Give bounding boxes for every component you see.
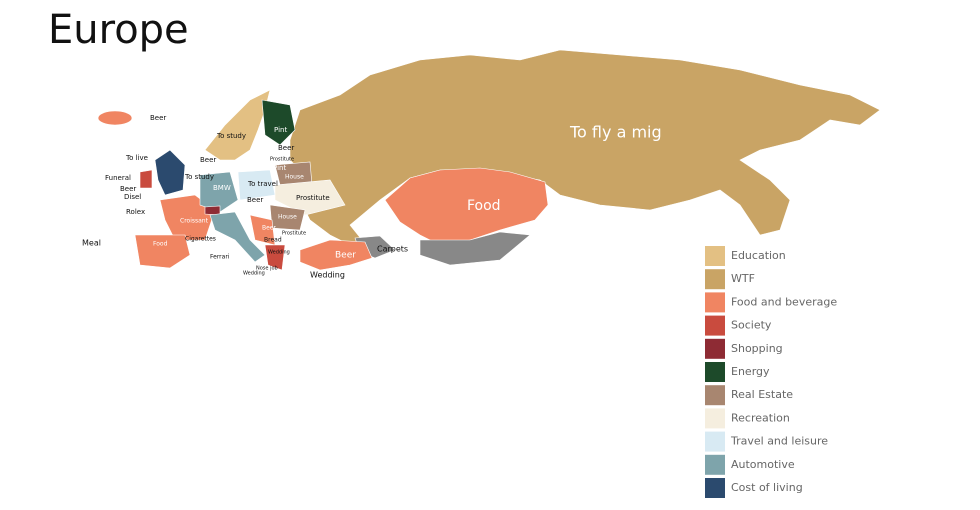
legend-label: Cost of living <box>731 481 803 494</box>
legend-label: Travel and leisure <box>730 435 828 448</box>
turkey <box>299 239 373 271</box>
map-label: Wedding <box>310 271 345 280</box>
map-label: Meal <box>82 239 101 248</box>
map-label: Bread <box>264 237 282 244</box>
map-label: To travel <box>247 180 278 188</box>
ireland <box>139 169 153 189</box>
legend-swatch <box>705 269 725 290</box>
map-label: Wedding <box>268 250 290 256</box>
map-label: Carpets <box>377 245 408 254</box>
map-label: Beer <box>150 114 166 122</box>
legend-swatch <box>705 408 725 429</box>
germany <box>199 171 239 213</box>
map-label: Beer <box>262 225 276 232</box>
map-label: Disel <box>124 193 141 201</box>
map-label: Croissant <box>180 218 209 225</box>
map-label: Prostitute <box>270 157 294 163</box>
legend-swatch <box>705 478 725 498</box>
map-label: BMW <box>213 184 231 192</box>
legend-label: Real Estate <box>731 388 793 401</box>
legend-label: Food and beverage <box>731 295 837 308</box>
map-label: Prostitute <box>282 231 306 237</box>
map-label: Nose job <box>256 266 278 272</box>
legend-label: Automotive <box>731 458 795 471</box>
legend-label: WTF <box>731 272 755 285</box>
legend: Education WTF Food and beverage Society Shop… <box>705 246 837 498</box>
legend-label: Education <box>731 249 786 262</box>
legend-swatch <box>705 246 725 266</box>
finland <box>261 99 296 146</box>
map-label: Pint <box>274 126 287 134</box>
map-label: Beer <box>247 196 263 204</box>
map-label: Food <box>467 198 501 214</box>
uk <box>154 149 186 196</box>
france <box>159 194 216 241</box>
italy <box>209 211 266 263</box>
title: Europe <box>48 7 189 53</box>
legend-swatch <box>705 454 725 475</box>
map-label: Beer <box>200 156 216 164</box>
kazakhstan <box>384 167 549 246</box>
map-label: House <box>285 174 304 181</box>
legend-swatch <box>705 315 725 336</box>
russia <box>289 49 881 251</box>
legend-swatch <box>705 362 725 382</box>
map-label: To live <box>125 154 148 162</box>
legend-label: Society <box>731 319 772 332</box>
legend-swatch <box>705 292 725 313</box>
central-asia <box>419 231 531 266</box>
map-label: Prostitute <box>296 194 330 202</box>
map-label: Beer <box>335 251 356 261</box>
legend-swatch <box>705 385 725 406</box>
map-labels: To fly a mig Food Beer Carpets Wedding Beer To… <box>82 114 662 280</box>
greece <box>264 244 286 271</box>
map-label: To study <box>184 173 214 181</box>
map-label: House <box>278 214 297 221</box>
scandinavia <box>204 89 271 161</box>
map-label: To fly a mig <box>569 123 662 142</box>
ukraine <box>274 179 346 216</box>
map-label: Cigarettes <box>185 236 216 243</box>
map-label: Beer <box>120 185 136 193</box>
map-label: Ferrari <box>210 254 230 261</box>
map-label: Wedding <box>243 271 265 277</box>
spain <box>134 234 191 269</box>
map-label: Food <box>153 241 168 248</box>
legend-swatch <box>705 338 725 359</box>
iceland <box>97 110 133 126</box>
legend-label: Shopping <box>731 342 783 355</box>
map-label: Pint <box>273 164 286 172</box>
switzerland <box>204 205 221 216</box>
legend-label: Recreation <box>731 411 790 424</box>
land <box>97 49 881 271</box>
map-label: Funeral <box>105 174 131 182</box>
map-label: Beer <box>278 144 294 152</box>
legend-swatch <box>705 431 725 452</box>
map-label: Rolex <box>126 208 145 216</box>
legend-label: Energy <box>731 365 770 378</box>
map-label: To study <box>216 132 246 140</box>
